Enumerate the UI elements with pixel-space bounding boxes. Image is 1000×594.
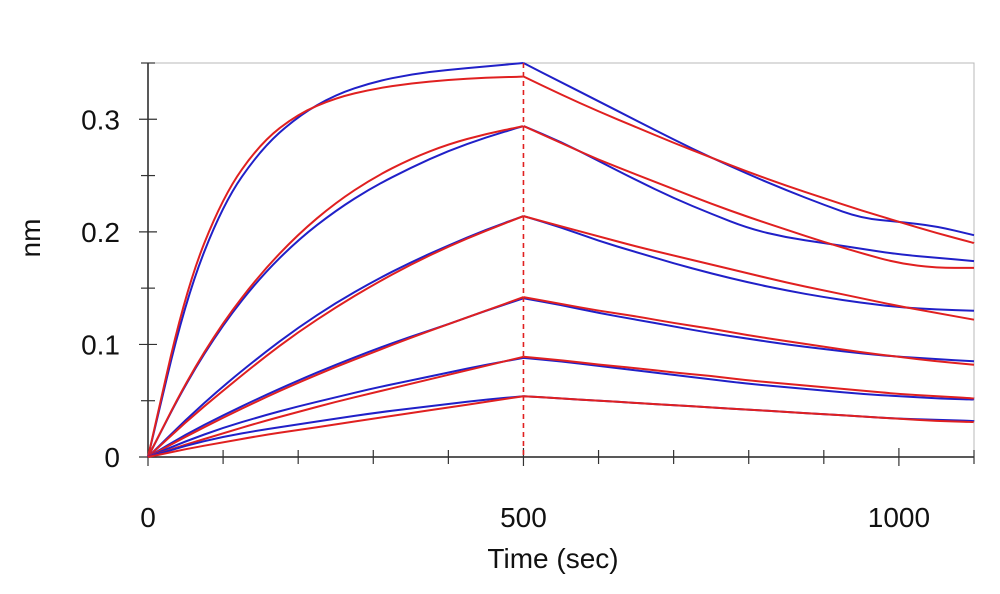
y-tick-label: 0.3: [81, 104, 120, 135]
y-axis-label: nm: [15, 219, 46, 258]
fitted-curve: [147, 296, 975, 458]
series-layer: [147, 62, 975, 458]
fitted-curve: [147, 395, 975, 458]
y-tick-label: 0.1: [81, 329, 120, 360]
axis-ticks: 0 500 1000 0 0.1 0.2 0.3: [81, 62, 975, 533]
measured-curve: [147, 356, 975, 458]
x-axis-label: Time (sec): [487, 543, 618, 574]
x-tick-label: 1000: [868, 502, 930, 533]
fitted-curve: [147, 75, 975, 458]
x-tick-label: 0: [140, 502, 156, 533]
y-tick-label: 0.2: [81, 217, 120, 248]
plot-frame: [147, 62, 975, 458]
fitted-curve: [147, 215, 975, 458]
y-tick-label: 0: [104, 442, 120, 473]
fitted-curve: [147, 355, 975, 458]
fitted-curve: [147, 125, 974, 458]
x-tick-label: 500: [500, 502, 547, 533]
